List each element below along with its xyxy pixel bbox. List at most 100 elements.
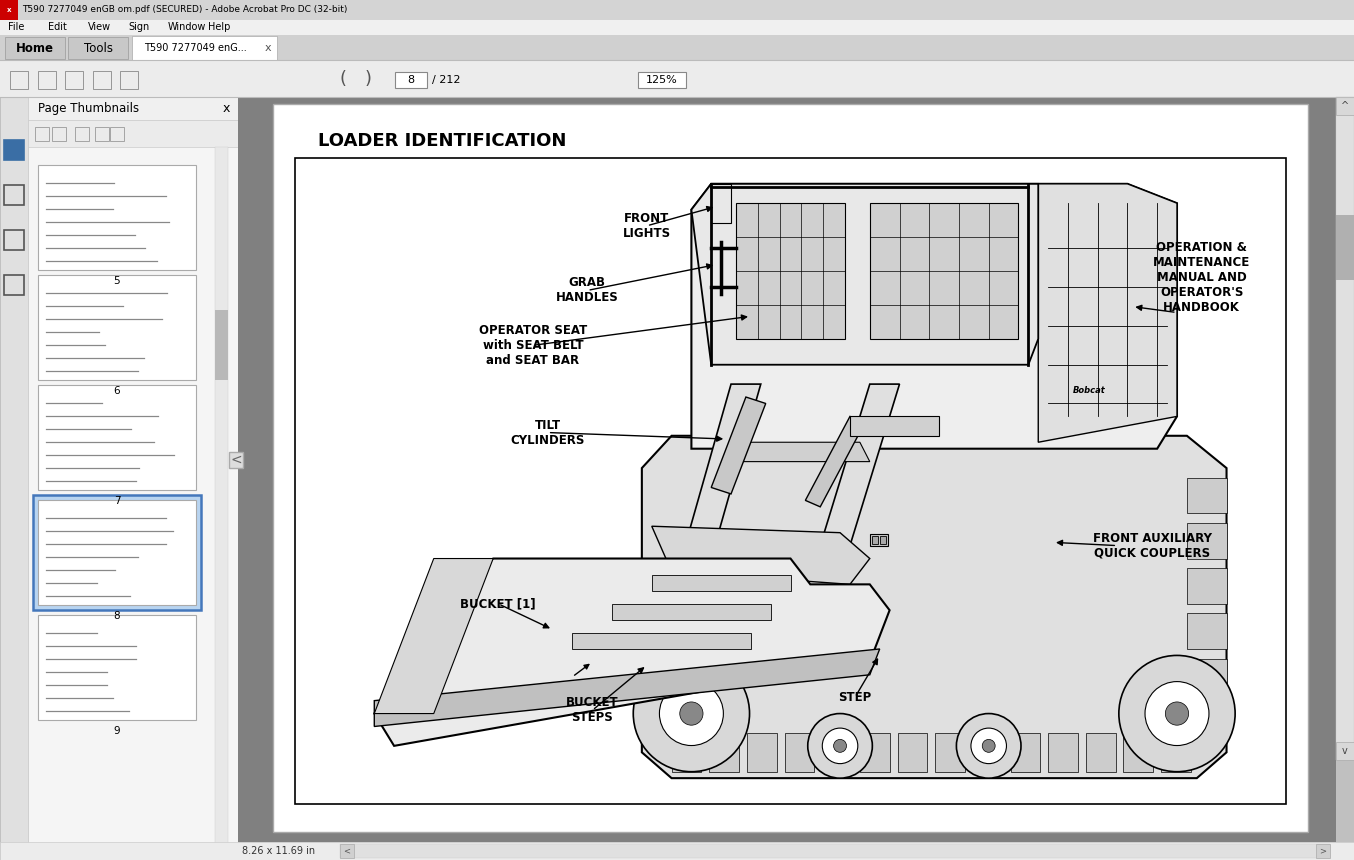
Circle shape — [982, 740, 995, 752]
Circle shape — [971, 728, 1006, 764]
Bar — [121, 71, 138, 89]
Bar — [1316, 844, 1330, 858]
Polygon shape — [709, 733, 739, 771]
Bar — [74, 127, 89, 141]
Bar — [38, 71, 56, 89]
Bar — [295, 158, 1286, 804]
Polygon shape — [1187, 659, 1227, 694]
Text: ): ) — [364, 70, 371, 88]
Text: OPERATION &
MAINTENANCE
MANUAL AND
OPERATOR'S
HANDBOOK: OPERATION & MAINTENANCE MANUAL AND OPERA… — [1154, 241, 1250, 314]
Bar — [0, 97, 28, 860]
Bar — [4, 275, 24, 295]
Text: 7: 7 — [114, 496, 121, 506]
Bar — [340, 844, 1330, 858]
Text: x: x — [222, 102, 230, 115]
Text: x: x — [264, 43, 271, 53]
Circle shape — [822, 728, 858, 764]
Polygon shape — [681, 384, 761, 558]
Polygon shape — [1048, 733, 1078, 771]
Text: 8: 8 — [408, 75, 414, 85]
Bar — [737, 203, 845, 339]
Bar — [38, 275, 196, 380]
Bar — [0, 0, 18, 20]
Polygon shape — [810, 384, 899, 578]
Text: BUCKET [1]: BUCKET [1] — [460, 597, 536, 611]
Polygon shape — [374, 649, 880, 727]
Text: Help: Help — [209, 22, 230, 33]
Polygon shape — [1039, 184, 1177, 442]
Text: T590 7277049 enGB om.pdf (SECURED) - Adobe Acrobat Pro DC (32-bit): T590 7277049 enGB om.pdf (SECURED) - Ado… — [22, 5, 348, 15]
Polygon shape — [1187, 478, 1227, 513]
Bar — [238, 97, 1336, 842]
Text: File: File — [8, 22, 24, 33]
Text: <: < — [344, 846, 351, 856]
Circle shape — [680, 702, 703, 725]
Bar — [215, 310, 227, 380]
Bar — [869, 533, 888, 545]
Bar — [28, 97, 238, 120]
Text: FRONT
LIGHTS: FRONT LIGHTS — [623, 212, 670, 240]
Text: x: x — [7, 7, 11, 13]
Polygon shape — [374, 558, 890, 746]
Polygon shape — [692, 184, 1039, 365]
Bar — [35, 127, 49, 141]
Text: ^: ^ — [1340, 101, 1349, 111]
Polygon shape — [692, 184, 1177, 449]
Text: v: v — [1342, 746, 1347, 756]
Polygon shape — [711, 397, 766, 494]
Polygon shape — [850, 416, 940, 436]
Bar — [0, 842, 1354, 860]
Text: View: View — [88, 22, 111, 33]
Text: 5: 5 — [114, 276, 121, 286]
Bar — [215, 147, 227, 860]
Text: 125%: 125% — [646, 75, 678, 85]
Bar — [38, 615, 196, 720]
Polygon shape — [1162, 733, 1192, 771]
Text: (: ( — [340, 70, 347, 88]
Circle shape — [659, 682, 723, 746]
Bar — [65, 71, 83, 89]
Text: Home: Home — [16, 41, 54, 54]
Bar — [4, 185, 24, 205]
Polygon shape — [612, 604, 770, 620]
Bar — [872, 536, 877, 544]
Bar — [880, 536, 886, 544]
Polygon shape — [860, 733, 890, 771]
Text: OPERATOR SEAT
with SEAT BELT
and SEAT BAR: OPERATOR SEAT with SEAT BELT and SEAT BA… — [479, 324, 588, 367]
Polygon shape — [672, 733, 701, 771]
Polygon shape — [731, 442, 869, 462]
Polygon shape — [747, 733, 777, 771]
Bar — [0, 60, 1354, 97]
Bar — [51, 127, 66, 141]
Text: >: > — [1320, 846, 1327, 856]
Text: Page Thumbnails: Page Thumbnails — [38, 102, 139, 115]
Text: 6: 6 — [114, 386, 121, 396]
Text: BUCKET
STEPS: BUCKET STEPS — [566, 697, 619, 724]
Polygon shape — [1187, 523, 1227, 558]
Bar — [395, 72, 427, 88]
Circle shape — [808, 714, 872, 778]
Text: Sign: Sign — [129, 22, 149, 33]
Polygon shape — [936, 733, 965, 771]
Polygon shape — [1187, 703, 1227, 740]
Bar — [274, 104, 1308, 832]
Text: LOADER IDENTIFICATION: LOADER IDENTIFICATION — [318, 132, 566, 150]
Circle shape — [1166, 702, 1189, 725]
Bar — [0, 35, 1354, 60]
Bar — [32, 495, 200, 610]
Bar — [38, 165, 196, 270]
Bar — [110, 127, 125, 141]
Text: 8: 8 — [114, 611, 121, 621]
Text: Bobcat: Bobcat — [1072, 386, 1106, 395]
Text: Tools: Tools — [84, 41, 112, 54]
Bar — [1336, 215, 1354, 280]
Text: / 212: / 212 — [432, 75, 460, 85]
Bar — [0, 0, 1354, 20]
Bar — [38, 385, 196, 490]
Bar — [638, 72, 686, 88]
Polygon shape — [642, 436, 1227, 778]
FancyBboxPatch shape — [5, 37, 65, 59]
Bar — [93, 71, 111, 89]
Bar — [869, 203, 1018, 339]
Text: <: < — [230, 453, 242, 467]
